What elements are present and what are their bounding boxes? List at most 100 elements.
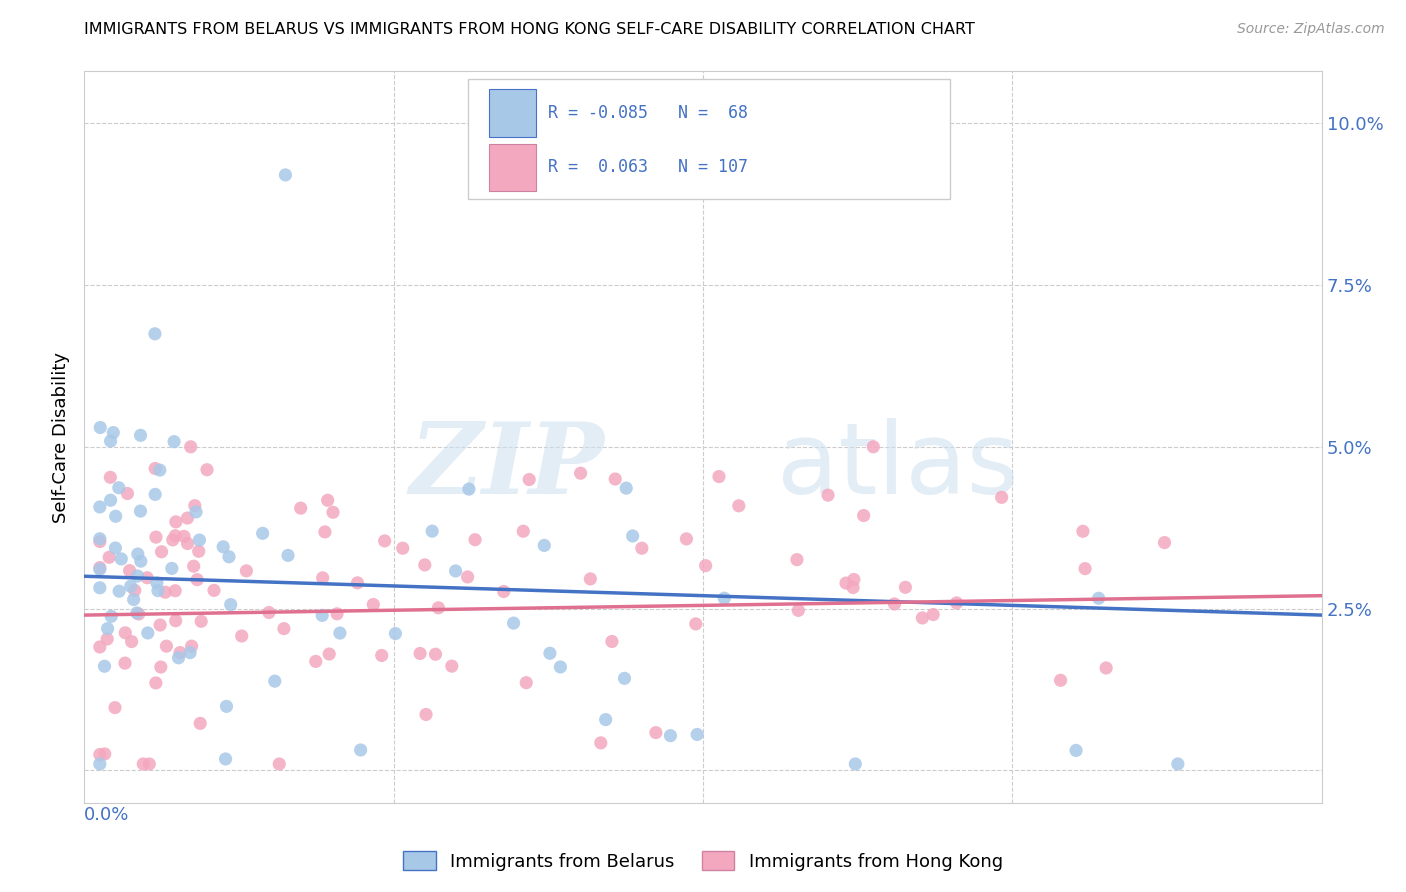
Point (132, 756, 155, 771)
Point (852, 508, 875, 523)
Point (125, 606, 148, 620)
Point (121, 634, 143, 648)
Point (457, 570, 479, 584)
Point (346, 575, 368, 590)
Point (219, 598, 242, 612)
Point (114, 625, 136, 640)
Point (252, 526, 274, 541)
Point (273, 622, 295, 636)
Point (180, 440, 202, 454)
Point (155, 585, 177, 599)
Point (165, 529, 187, 543)
Text: IMMIGRANTS FROM BELARUS VS IMMIGRANTS FROM HONG KONG SELF-CARE DISABILITY CORREL: IMMIGRANTS FROM BELARUS VS IMMIGRANTS FR… (84, 22, 976, 37)
Point (215, 699, 238, 714)
Point (183, 559, 205, 574)
Point (370, 648, 392, 663)
Point (136, 626, 159, 640)
Point (155, 639, 177, 653)
Text: Source: ZipAtlas.com: Source: ZipAtlas.com (1237, 22, 1385, 37)
Point (787, 603, 810, 617)
Point (190, 615, 212, 629)
Point (143, 461, 166, 475)
Point (117, 486, 139, 500)
Point (104, 541, 127, 555)
Point (464, 533, 486, 547)
Point (163, 434, 186, 449)
Point (409, 647, 432, 661)
Point (579, 572, 602, 586)
Point (713, 591, 735, 606)
Point (165, 614, 187, 628)
Point (384, 626, 406, 640)
Point (212, 540, 235, 554)
Point (1095, 661, 1118, 675)
Point (614, 481, 637, 495)
Point (100, 609, 122, 624)
Point (103, 425, 125, 440)
Point (150, 545, 173, 559)
Point (727, 499, 749, 513)
Point (842, 581, 865, 595)
Point (89, 562, 111, 576)
Point (361, 598, 384, 612)
Point (231, 629, 253, 643)
Point (420, 524, 443, 538)
Point (118, 564, 141, 578)
Point (108, 481, 131, 495)
Point (322, 505, 344, 519)
Point (263, 674, 285, 689)
Point (143, 487, 166, 501)
Point (149, 618, 172, 632)
Point (600, 634, 623, 648)
Point (1064, 743, 1087, 757)
Legend: Immigrants from Belarus, Immigrants from Hong Kong: Immigrants from Belarus, Immigrants from… (396, 844, 1010, 878)
Point (1087, 591, 1109, 606)
Bar (489, 89, 536, 136)
Point (89, 420, 111, 434)
Point (1071, 524, 1094, 539)
Point (492, 584, 515, 599)
Point (124, 583, 146, 598)
Point (100, 434, 122, 448)
Point (659, 729, 682, 743)
Point (89, 747, 111, 762)
Point (98, 470, 121, 484)
Point (138, 756, 160, 771)
Point (129, 428, 152, 442)
Point (621, 529, 644, 543)
Point (685, 616, 707, 631)
Point (990, 491, 1012, 505)
Point (595, 713, 617, 727)
Point (165, 583, 187, 598)
Point (89, 500, 111, 514)
Point (127, 569, 149, 583)
Point (945, 596, 967, 610)
Point (184, 499, 207, 513)
Point (96, 632, 118, 646)
Point (127, 547, 149, 561)
Point (512, 524, 534, 539)
Text: ZIP: ZIP (409, 418, 605, 515)
Point (235, 564, 257, 578)
Point (440, 659, 463, 673)
Point (1153, 535, 1175, 549)
Point (427, 600, 450, 615)
Point (326, 607, 349, 621)
Point (458, 482, 481, 496)
Point (100, 493, 122, 508)
Point (391, 541, 413, 556)
Point (675, 532, 697, 546)
Point (374, 533, 396, 548)
Point (883, 597, 905, 611)
Point (444, 564, 467, 578)
Point (180, 639, 202, 653)
Point (108, 584, 131, 599)
Point (146, 575, 169, 590)
Point (862, 440, 884, 454)
Point (329, 626, 352, 640)
Point (165, 515, 187, 529)
Point (149, 463, 172, 477)
Point (257, 606, 280, 620)
Point (160, 561, 183, 575)
Point (274, 168, 297, 182)
